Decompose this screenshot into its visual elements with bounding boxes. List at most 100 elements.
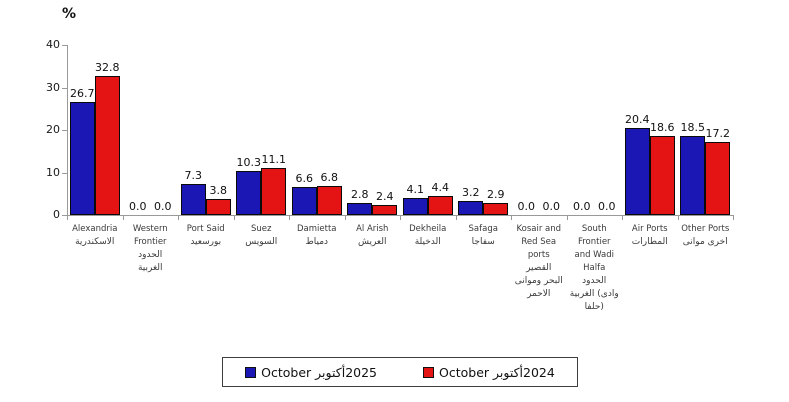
- x-tick: [123, 216, 124, 220]
- x-tick: [622, 216, 623, 220]
- y-tick-label: 30: [46, 80, 60, 94]
- category-label-en: Suez: [251, 224, 272, 234]
- legend-swatch-2024-icon: [423, 366, 434, 378]
- bar-value-label: 10.3: [236, 156, 262, 170]
- bar-value-label: 6.8: [320, 171, 339, 185]
- bar-value-label: 32.8: [95, 60, 120, 74]
- y-tick-label: 40: [46, 38, 60, 51]
- legend-item-2025: October أكتوبر‎2025: [245, 365, 377, 380]
- x-tick: [511, 216, 512, 220]
- y-tick: [62, 130, 67, 131]
- bar-value-label: 4.1: [406, 182, 425, 196]
- category-label-ar: المطارات: [631, 237, 668, 247]
- category-label-en: Air Ports: [631, 224, 668, 234]
- x-tick: [178, 216, 179, 220]
- category-label-en: Other Ports: [681, 224, 730, 234]
- category-label: Damietta دمياط: [292, 223, 342, 249]
- y-tick-label: 20: [46, 123, 60, 136]
- legend-label-2024: October أكتوبر‎2024: [439, 364, 555, 380]
- category-label-en: Port Said: [186, 224, 225, 234]
- x-axis: [67, 215, 734, 216]
- category-label-ar: السويس: [245, 237, 278, 247]
- category-label-en: Dekheila: [409, 224, 447, 234]
- x-tick: [567, 216, 568, 220]
- bar-value-label: 0.0: [542, 200, 561, 213]
- x-tick: [67, 216, 68, 220]
- bar: [624, 128, 650, 215]
- category-label-en: Kosair and Red Sea ports: [516, 224, 562, 260]
- category-label-ar: الدخيلة: [414, 237, 441, 247]
- category-label: Western Frontier الحدود ‎الغربية: [126, 223, 176, 275]
- category-label: Kosair and Red Sea ports القصير ‎وموانى ‎…: [514, 223, 564, 301]
- bar-value-label: 4.4: [431, 181, 450, 195]
- category-label: Alexandria الاسكندرية: [70, 223, 120, 249]
- category-label-en: Western Frontier: [132, 224, 168, 247]
- y-tick: [62, 45, 67, 46]
- legend-label-2025: October أكتوبر‎2025: [261, 364, 377, 380]
- bar: [372, 204, 398, 215]
- category-label-ar: الحدود ‎الغربية: [137, 250, 163, 273]
- bar: [402, 197, 428, 215]
- category-label-ar: العريش: [357, 237, 387, 247]
- bar-value-label: 3.2: [462, 186, 480, 200]
- category-label-en: Alexandria: [72, 224, 118, 234]
- category-label-ar: القصير ‎وموانى ‎البحر ‎الاحمر: [514, 263, 563, 299]
- category-label: Air Ports المطارات: [625, 223, 675, 249]
- y-tick: [62, 215, 67, 216]
- bar-value-label: 18.6: [650, 120, 675, 134]
- bar-value-label: 7.3: [184, 168, 203, 182]
- category-label-ar: دمياط: [305, 237, 329, 247]
- category-label-ar: الاسكندرية: [75, 237, 115, 247]
- y-tick: [62, 172, 67, 174]
- bar: [261, 167, 287, 215]
- bar: [291, 186, 317, 215]
- bar: [458, 201, 484, 215]
- legend-swatch-2025-icon: [245, 366, 257, 378]
- category-label: Other Ports موانى ‎اخرى: [681, 223, 731, 249]
- category-label-ar: موانى ‎اخرى: [682, 237, 728, 247]
- bar: [649, 135, 675, 215]
- bar-value-label: 26.7: [70, 86, 95, 100]
- bar-value-label: 2.4: [376, 189, 394, 203]
- category-label-en: South Frontier and Wadi Halfa: [574, 224, 615, 273]
- bar-value-label: 20.4: [625, 113, 650, 127]
- bar: [427, 196, 453, 215]
- x-tick: [289, 216, 290, 220]
- bar-value-label: 0.0: [598, 200, 616, 213]
- bar: [205, 198, 231, 215]
- category-label: Suez السويس: [237, 223, 287, 249]
- bar-value-label: 17.2: [705, 126, 731, 140]
- category-label-ar: الحدود ‎الغربية ‎(وادى ‎حلفا): [569, 276, 619, 312]
- category-label-ar: سفاجا: [471, 237, 495, 247]
- category-label-ar: بورسعيد: [190, 237, 222, 247]
- category-label-en: Safaga: [468, 224, 498, 234]
- bar-value-label: 11.1: [261, 152, 287, 166]
- bar-value-label: 0.0: [129, 200, 147, 213]
- legend-item-2024: October أكتوبر‎2024: [423, 365, 555, 380]
- bar-value-label: 2.9: [487, 187, 505, 201]
- bar-value-label: 0.0: [517, 200, 536, 213]
- x-tick: [234, 216, 235, 220]
- category-label: Dekheila الدخيلة: [403, 223, 453, 249]
- category-label: South Frontier and Wadi Halfa الحدود ‎الغ…: [570, 223, 620, 314]
- category-label: Safaga سفاجا: [459, 223, 509, 249]
- x-tick: [456, 216, 457, 220]
- category-label: Port Said بورسعيد: [181, 223, 231, 249]
- bar: [316, 186, 342, 215]
- bar-value-label: 3.8: [209, 183, 228, 197]
- bar-value-label: 2.8: [351, 188, 369, 202]
- bar: [69, 101, 95, 215]
- x-tick: [678, 216, 679, 220]
- x-tick: [733, 216, 734, 220]
- bar: [180, 183, 206, 215]
- bar-value-label: 6.6: [295, 171, 314, 185]
- y-axis: [67, 45, 68, 216]
- category-label-en: Damietta: [297, 224, 337, 234]
- y-tick: [62, 87, 67, 89]
- bar: [94, 75, 120, 215]
- bar: [236, 171, 262, 215]
- bar: [483, 202, 509, 215]
- bar: [705, 141, 731, 215]
- bar: [347, 203, 373, 215]
